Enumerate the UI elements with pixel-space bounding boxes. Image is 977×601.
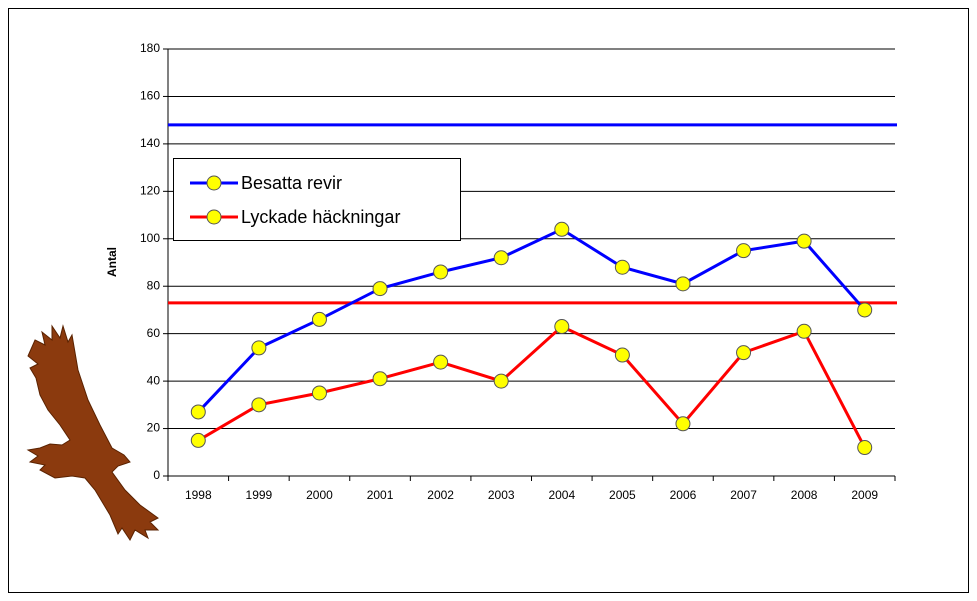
data-point bbox=[675, 276, 691, 292]
data-point bbox=[614, 259, 630, 275]
x-tick-label: 2008 bbox=[791, 488, 818, 502]
x-tick-label: 2001 bbox=[367, 488, 394, 502]
y-tick-label: 0 bbox=[153, 468, 160, 482]
legend-marker bbox=[206, 175, 222, 191]
data-point bbox=[493, 373, 509, 389]
data-point bbox=[857, 302, 873, 318]
series-line bbox=[197, 227, 866, 413]
y-tick-label: 120 bbox=[140, 184, 160, 198]
eagle-icon bbox=[26, 324, 160, 541]
legend-marker bbox=[206, 209, 222, 225]
series-line bbox=[197, 324, 867, 449]
data-point bbox=[433, 264, 449, 280]
y-tick-label: 160 bbox=[140, 89, 160, 103]
y-tick-label: 40 bbox=[147, 373, 161, 387]
data-point bbox=[857, 440, 873, 456]
x-tick-label: 2005 bbox=[609, 488, 636, 502]
data-point bbox=[554, 319, 570, 335]
data-point bbox=[796, 323, 812, 339]
data-point bbox=[493, 250, 509, 266]
y-tick-label: 60 bbox=[147, 326, 161, 340]
data-point bbox=[372, 281, 388, 297]
data-point bbox=[554, 221, 570, 237]
legend-box bbox=[173, 158, 461, 241]
x-tick-label: 2009 bbox=[851, 488, 878, 502]
x-tick-label: 2004 bbox=[548, 488, 575, 502]
data-point bbox=[372, 371, 388, 387]
data-point bbox=[190, 404, 206, 420]
y-tick-label: 80 bbox=[147, 278, 161, 292]
y-tick-label: 140 bbox=[140, 136, 160, 150]
data-point bbox=[251, 397, 267, 413]
x-tick-label: 2006 bbox=[670, 488, 697, 502]
data-point bbox=[675, 416, 691, 432]
data-point bbox=[796, 233, 812, 249]
x-tick-label: 2007 bbox=[730, 488, 757, 502]
x-tick-label: 2003 bbox=[488, 488, 515, 502]
data-point bbox=[614, 347, 630, 363]
y-tick-label: 20 bbox=[147, 421, 161, 435]
data-point bbox=[311, 385, 327, 401]
data-point bbox=[736, 243, 752, 259]
data-point bbox=[736, 345, 752, 361]
y-axis-label: Antal bbox=[105, 247, 119, 277]
data-point bbox=[433, 354, 449, 370]
data-point bbox=[311, 311, 327, 327]
data-point bbox=[190, 432, 206, 448]
x-tick-label: 1998 bbox=[185, 488, 212, 502]
legend: Besatta revir Lyckade häckningar bbox=[173, 158, 461, 241]
legend-label: Besatta revir bbox=[241, 173, 342, 193]
legend-label: Lyckade häckningar bbox=[241, 207, 400, 227]
x-tick-label: 1999 bbox=[246, 488, 273, 502]
x-tick-label: 2000 bbox=[306, 488, 333, 502]
data-point bbox=[251, 340, 267, 356]
y-tick-label: 100 bbox=[140, 231, 160, 245]
x-tick-label: 2002 bbox=[427, 488, 454, 502]
y-tick-label: 180 bbox=[140, 41, 160, 55]
